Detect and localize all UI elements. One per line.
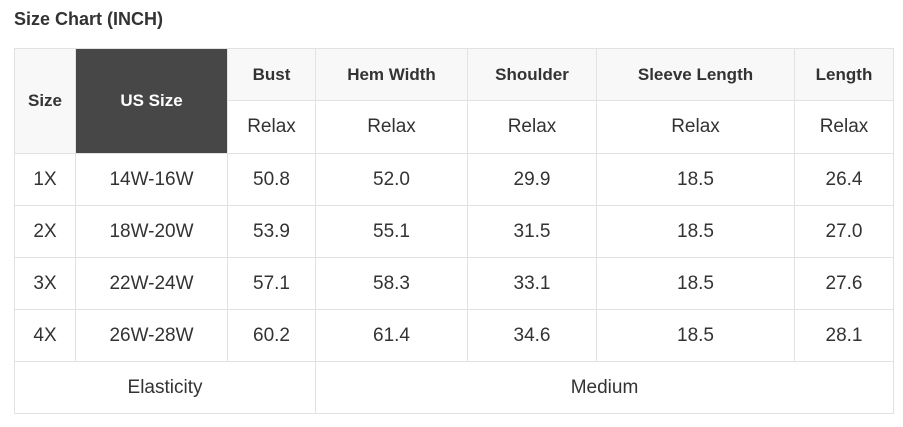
table-cell: 14W-16W — [75, 153, 228, 206]
table-cell: 18W-20W — [75, 205, 228, 258]
table-cell: 1X — [14, 153, 76, 206]
header-row: Size US Size Bust Hem Width Shoulder Sle… — [14, 48, 894, 154]
header-us-size: US Size — [75, 48, 228, 154]
table-cell: 57.1 — [227, 257, 316, 310]
table-cell: 2X — [14, 205, 76, 258]
fit-label: Relax — [227, 100, 316, 154]
table-cell: 50.8 — [227, 153, 316, 206]
table-cell: 26.4 — [794, 153, 894, 206]
fit-label: Relax — [467, 100, 597, 154]
header-length: Length — [794, 48, 894, 101]
table-cell: 28.1 — [794, 309, 894, 362]
table-cell: 60.2 — [227, 309, 316, 362]
table-row: 4X 26W-28W 60.2 61.4 34.6 18.5 28.1 — [14, 309, 894, 362]
header-bust: Bust — [227, 48, 316, 101]
fit-label: Relax — [794, 100, 894, 154]
table-cell: 27.0 — [794, 205, 894, 258]
header-hem-width: Hem Width — [315, 48, 468, 101]
fit-label: Relax — [596, 100, 795, 154]
table-cell: 4X — [14, 309, 76, 362]
elasticity-label: Elasticity — [14, 361, 316, 414]
table-cell: 27.6 — [794, 257, 894, 310]
table-cell: 55.1 — [315, 205, 468, 258]
table-cell: 52.0 — [315, 153, 468, 206]
header-shoulder: Shoulder — [467, 48, 597, 101]
table-row: 1X 14W-16W 50.8 52.0 29.9 18.5 26.4 — [14, 153, 894, 206]
table-cell: 22W-24W — [75, 257, 228, 310]
subheader-row: Relax Relax Relax Relax Relax — [15, 100, 894, 154]
table-cell: 3X — [14, 257, 76, 310]
table-cell: 34.6 — [467, 309, 597, 362]
table-row: 3X 22W-24W 57.1 58.3 33.1 18.5 27.6 — [14, 257, 894, 310]
table-cell: 58.3 — [315, 257, 468, 310]
elasticity-value: Medium — [315, 361, 894, 414]
table-row: 2X 18W-20W 53.9 55.1 31.5 18.5 27.0 — [14, 205, 894, 258]
header-size: Size — [14, 48, 76, 154]
table-cell: 18.5 — [596, 205, 795, 258]
table-cell: 26W-28W — [75, 309, 228, 362]
page-title: Size Chart (INCH) — [14, 9, 164, 29]
table-cell: 18.5 — [596, 257, 795, 310]
size-chart-table: Size US Size Bust Hem Width Shoulder Sle… — [14, 48, 894, 414]
table-cell: 33.1 — [467, 257, 597, 310]
table-cell: 61.4 — [315, 309, 468, 362]
table-cell: 29.9 — [467, 153, 597, 206]
fit-label: Relax — [315, 100, 468, 154]
table-cell: 18.5 — [596, 309, 795, 362]
table-cell: 53.9 — [227, 205, 316, 258]
table-cell: 18.5 — [596, 153, 795, 206]
header-sleeve-length: Sleeve Length — [596, 48, 795, 101]
elasticity-row: Elasticity Medium — [14, 361, 894, 414]
table-cell: 31.5 — [467, 205, 597, 258]
